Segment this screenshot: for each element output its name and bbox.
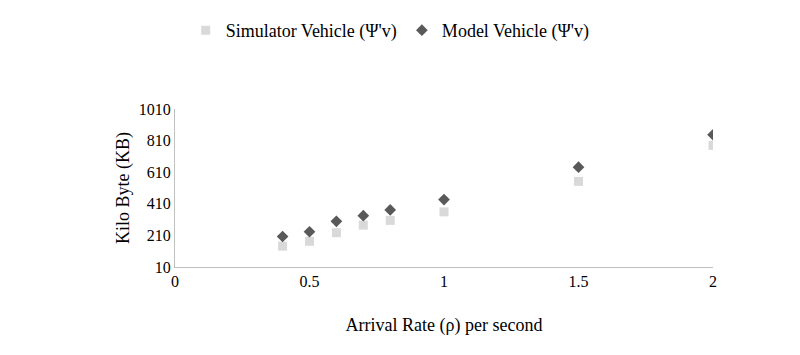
svg-text:1010: 1010 xyxy=(139,101,171,118)
svg-text:1.5: 1.5 xyxy=(569,273,589,290)
svg-text:Simulator Vehicle (Ψ'v): Simulator Vehicle (Ψ'v) xyxy=(226,21,397,42)
svg-text:210: 210 xyxy=(147,227,171,244)
svg-text:810: 810 xyxy=(147,132,171,149)
svg-text:1: 1 xyxy=(440,273,448,290)
svg-text:610: 610 xyxy=(147,164,171,181)
svg-text:Model Vehicle (Ψ'v): Model Vehicle (Ψ'v) xyxy=(442,21,589,42)
svg-text:Kilo Byte (KB): Kilo Byte (KB) xyxy=(113,132,134,244)
svg-text:410: 410 xyxy=(147,195,171,212)
svg-text:0: 0 xyxy=(171,273,179,290)
svg-text:Arrival Rate (ρ) per second: Arrival Rate (ρ) per second xyxy=(346,315,543,336)
svg-text:2: 2 xyxy=(709,273,717,290)
svg-text:0.5: 0.5 xyxy=(300,273,320,290)
svg-text:10: 10 xyxy=(155,259,171,276)
